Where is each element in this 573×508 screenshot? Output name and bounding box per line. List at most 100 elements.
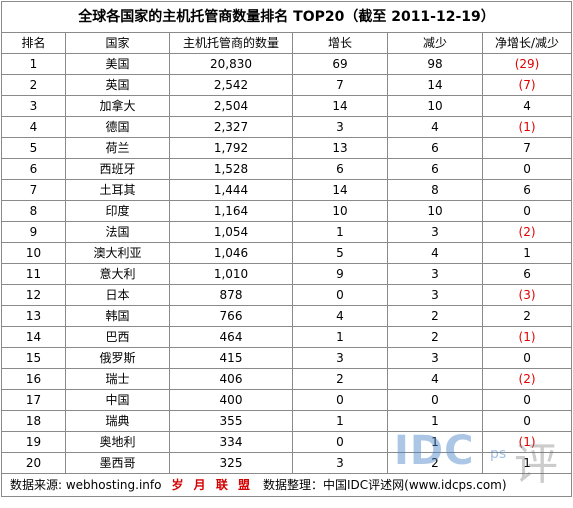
count-cell: 878 (169, 284, 293, 306)
decrease-cell: 1 (387, 431, 483, 453)
growth-cell: 4 (292, 305, 388, 327)
table-row: 15 俄罗斯 415 3 3 0 (1, 347, 573, 369)
growth-cell: 1 (292, 410, 388, 432)
rank-cell: 12 (1, 284, 66, 306)
count-cell: 464 (169, 326, 293, 348)
count-cell: 1,046 (169, 242, 293, 264)
table-row: 4 德国 2,327 3 4 (1) (1, 116, 573, 138)
column-header-decrease: 减少 (387, 32, 483, 54)
country-cell: 中国 (65, 389, 170, 411)
rank-cell: 10 (1, 242, 66, 264)
source-label: 数据来源: webhosting.info (10, 477, 162, 492)
table-row: 6 西班牙 1,528 6 6 0 (1, 158, 573, 180)
header-row: 排名 国家 主机托管商的数量 增长 减少 净增长/减少 (1, 32, 573, 54)
net-cell: 1 (481, 452, 573, 474)
rank-cell: 1 (1, 53, 66, 75)
table-row: 18 瑞典 355 1 1 0 (1, 410, 573, 432)
decrease-cell: 8 (387, 179, 483, 201)
title-row: 全球各国家的主机托管商数量排名 TOP20（截至 2011-12-19） (0, 1, 573, 33)
net-cell: 0 (481, 200, 573, 222)
growth-cell: 13 (292, 137, 388, 159)
decrease-cell: 10 (387, 95, 483, 117)
growth-cell: 2 (292, 368, 388, 390)
rank-cell: 2 (1, 74, 66, 96)
table-row: 1 美国 20,830 69 98 (29) (1, 53, 573, 75)
table-row: 2 英国 2,542 7 14 (7) (1, 74, 573, 96)
table-row: 7 土耳其 1,444 14 8 6 (1, 179, 573, 201)
net-cell: (1) (481, 116, 573, 138)
growth-cell: 0 (292, 431, 388, 453)
rank-cell: 4 (1, 116, 66, 138)
table-row: 3 加拿大 2,504 14 10 4 (1, 95, 573, 117)
growth-cell: 14 (292, 179, 388, 201)
net-cell: 0 (481, 389, 573, 411)
decrease-cell: 1 (387, 410, 483, 432)
growth-cell: 0 (292, 284, 388, 306)
table-row: 10 澳大利亚 1,046 5 4 1 (1, 242, 573, 264)
rank-cell: 19 (1, 431, 66, 453)
growth-cell: 69 (292, 53, 388, 75)
rank-cell: 16 (1, 368, 66, 390)
count-cell: 20,830 (169, 53, 293, 75)
growth-cell: 3 (292, 116, 388, 138)
decrease-cell: 10 (387, 200, 483, 222)
net-cell: 6 (481, 179, 573, 201)
rank-cell: 15 (1, 347, 66, 369)
rank-cell: 3 (1, 95, 66, 117)
rank-cell: 6 (1, 158, 66, 180)
count-cell: 1,010 (169, 263, 293, 285)
count-cell: 1,444 (169, 179, 293, 201)
table-row: 9 法国 1,054 1 3 (2) (1, 221, 573, 243)
count-cell: 1,792 (169, 137, 293, 159)
growth-cell: 14 (292, 95, 388, 117)
decrease-cell: 4 (387, 368, 483, 390)
decrease-cell: 0 (387, 389, 483, 411)
net-cell: (29) (481, 53, 573, 75)
table-row: 17 中国 400 0 0 0 (1, 389, 573, 411)
country-cell: 土耳其 (65, 179, 170, 201)
rank-cell: 18 (1, 410, 66, 432)
count-cell: 2,327 (169, 116, 293, 138)
decrease-cell: 3 (387, 347, 483, 369)
country-cell: 奥地利 (65, 431, 170, 453)
net-cell: 0 (481, 410, 573, 432)
decrease-cell: 4 (387, 242, 483, 264)
net-cell: 2 (481, 305, 573, 327)
country-cell: 巴西 (65, 326, 170, 348)
net-cell: (3) (481, 284, 573, 306)
rank-cell: 8 (1, 200, 66, 222)
growth-cell: 0 (292, 389, 388, 411)
rank-cell: 5 (1, 137, 66, 159)
table-row: 20 墨西哥 325 3 2 1 (1, 452, 573, 474)
decrease-cell: 6 (387, 137, 483, 159)
country-cell: 荷兰 (65, 137, 170, 159)
country-cell: 墨西哥 (65, 452, 170, 474)
country-cell: 德国 (65, 116, 170, 138)
footer-cell: 数据来源: webhosting.info 岁 月 联 盟数据整理：中国IDC评述… (0, 473, 573, 497)
net-cell: 4 (481, 95, 573, 117)
count-cell: 766 (169, 305, 293, 327)
count-cell: 400 (169, 389, 293, 411)
table-title: 全球各国家的主机托管商数量排名 TOP20（截至 2011-12-19） (0, 1, 573, 33)
table-row: 8 印度 1,164 10 10 0 (1, 200, 573, 222)
net-cell: 6 (481, 263, 573, 285)
country-cell: 意大利 (65, 263, 170, 285)
net-cell: (2) (481, 221, 573, 243)
count-cell: 406 (169, 368, 293, 390)
footer-row: 数据来源: webhosting.info 岁 月 联 盟数据整理：中国IDC评述… (0, 473, 573, 497)
decrease-cell: 3 (387, 221, 483, 243)
net-cell: 0 (481, 347, 573, 369)
country-cell: 瑞典 (65, 410, 170, 432)
count-cell: 355 (169, 410, 293, 432)
count-cell: 2,504 (169, 95, 293, 117)
compiled-label: 数据整理：中国IDC评述网(www.idcps.com) (263, 477, 507, 492)
net-cell: 1 (481, 242, 573, 264)
net-cell: (7) (481, 74, 573, 96)
country-cell: 美国 (65, 53, 170, 75)
country-cell: 韩国 (65, 305, 170, 327)
count-cell: 1,054 (169, 221, 293, 243)
table-row: 5 荷兰 1,792 13 6 7 (1, 137, 573, 159)
rank-cell: 9 (1, 221, 66, 243)
decrease-cell: 3 (387, 263, 483, 285)
count-cell: 325 (169, 452, 293, 474)
